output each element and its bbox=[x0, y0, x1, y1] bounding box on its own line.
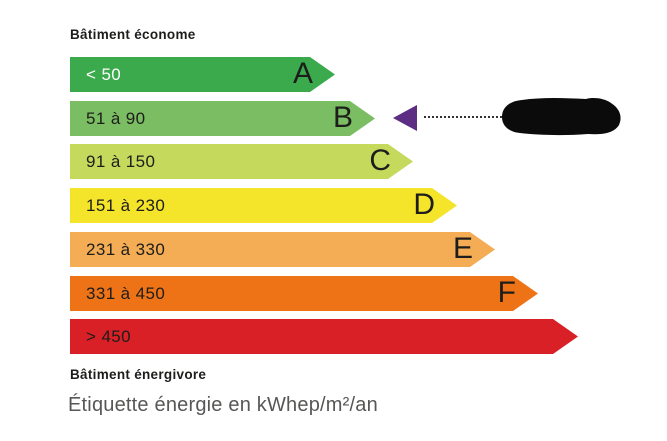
bottom-scale-label: Bâtiment énergivore bbox=[70, 367, 207, 382]
top-scale-label: Bâtiment économe bbox=[70, 27, 196, 42]
bar-grade-letter: C bbox=[369, 144, 391, 177]
energy-bar-e: 231 à 330 E bbox=[70, 232, 495, 267]
energy-bar-f: 331 à 450 F bbox=[70, 276, 538, 311]
chart-caption: Étiquette énergie en kWhep/m²/an bbox=[68, 394, 378, 416]
bar-range-label: < 50 bbox=[86, 65, 122, 84]
bar-range-label: 331 à 450 bbox=[86, 284, 166, 303]
selection-arrow-icon bbox=[393, 105, 417, 131]
bar-grade-letter: F bbox=[497, 276, 516, 309]
energy-bar-c: 91 à 150 C bbox=[70, 144, 413, 179]
bar-grade-letter: E bbox=[452, 232, 473, 265]
redacted-value bbox=[500, 96, 624, 141]
bar-range-label: 91 à 150 bbox=[86, 152, 156, 171]
energy-bar-b: 51 à 90 B bbox=[70, 101, 375, 136]
bar-grade-letter: D bbox=[413, 188, 435, 221]
bar-range-label: 51 à 90 bbox=[86, 109, 146, 128]
bar-grade-letter: A bbox=[292, 57, 313, 90]
energy-bar-a: < 50 A bbox=[70, 57, 335, 92]
bar-range-label: 151 à 230 bbox=[86, 196, 166, 215]
bar-range-label: 231 à 330 bbox=[86, 240, 166, 259]
energy-bar-d: 151 à 230 D bbox=[70, 188, 457, 223]
dotted-leader-line bbox=[424, 116, 502, 118]
bar-range-label: > 450 bbox=[86, 327, 132, 346]
bar-grade-letter: B bbox=[332, 101, 353, 134]
energy-bar-g: > 450 G bbox=[70, 319, 578, 354]
